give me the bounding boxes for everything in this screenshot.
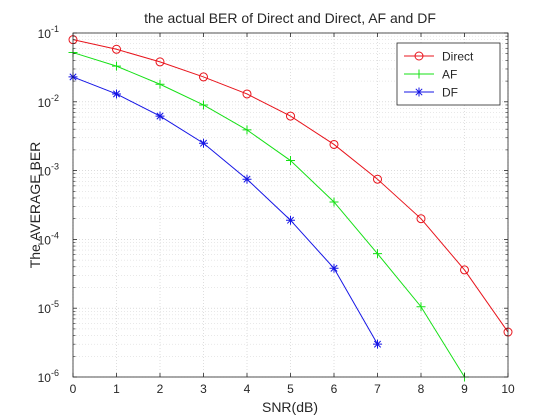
- chart-title: the actual BER of Direct and Direct, AF …: [144, 10, 436, 26]
- series-line: [72, 52, 465, 378]
- legend-item-df: DF: [404, 86, 458, 100]
- marker-circle: [373, 174, 382, 184]
- axis-ticks: [72, 32, 509, 378]
- x-tick-label: 9: [461, 382, 468, 396]
- legend-label: Direct: [442, 50, 474, 64]
- y-tick-label: 10-5: [38, 299, 59, 316]
- marker-asterisk: [414, 87, 424, 97]
- marker-plus: [155, 79, 165, 89]
- marker-asterisk: [286, 215, 295, 225]
- series-layer: [68, 35, 513, 382]
- grid-lines: [72, 32, 509, 378]
- marker-circle: [460, 265, 469, 275]
- marker-plus: [373, 249, 382, 259]
- marker-plus: [329, 197, 339, 207]
- x-tick-label: 2: [157, 382, 164, 396]
- x-tick-label: 5: [287, 382, 294, 396]
- marker-asterisk: [373, 339, 382, 349]
- y-tick-label: 10-4: [38, 230, 59, 247]
- series-line: [72, 76, 378, 345]
- y-tick-label: 10-3: [38, 162, 59, 179]
- series-line: [72, 39, 509, 333]
- marker-plus: [242, 125, 252, 135]
- marker-circle: [242, 89, 252, 99]
- legend-label: DF: [442, 86, 458, 100]
- marker-asterisk: [329, 263, 339, 273]
- x-tick-label: 10: [501, 382, 515, 396]
- legend: Direct AF DF: [396, 42, 501, 106]
- marker-circle: [416, 214, 426, 224]
- x-tick-labels: 0 1 2 3 4 5 6 7 8 9 10: [70, 382, 515, 396]
- legend-label: AF: [442, 68, 457, 82]
- marker-asterisk: [155, 111, 165, 121]
- legend-item-af: AF: [404, 68, 457, 82]
- y-tick-label: 10-1: [38, 24, 59, 41]
- marker-circle: [329, 139, 339, 149]
- y-tick-label: 10-2: [38, 93, 59, 110]
- x-tick-label: 3: [200, 382, 207, 396]
- x-axis-label: SNR(dB): [262, 399, 318, 415]
- marker-asterisk: [242, 174, 252, 184]
- marker-circle: [286, 111, 295, 121]
- marker-plus: [199, 100, 208, 110]
- x-tick-label: 1: [113, 382, 120, 396]
- marker-plus: [112, 61, 121, 71]
- marker-plus: [286, 156, 295, 166]
- x-tick-label: 8: [418, 382, 425, 396]
- x-tick-label: 7: [374, 382, 381, 396]
- marker-asterisk: [199, 138, 208, 148]
- marker-circle: [414, 51, 424, 61]
- y-tick-labels: 10-6 10-5 10-4 10-3 10-2 10-1: [38, 24, 59, 385]
- y-tick-label: 10-6: [38, 368, 59, 385]
- marker-circle: [112, 44, 121, 54]
- x-tick-label: 6: [331, 382, 338, 396]
- series-df: [68, 72, 382, 349]
- marker-circle: [199, 72, 208, 82]
- x-tick-label: 0: [70, 382, 77, 396]
- marker-plus: [416, 302, 426, 312]
- legend-item-direct: Direct: [404, 50, 474, 64]
- marker-plus: [414, 69, 424, 79]
- y-axis-label: The AVERAGE BER: [27, 142, 43, 269]
- marker-circle: [155, 57, 165, 67]
- x-tick-label: 4: [244, 382, 251, 396]
- marker-asterisk: [112, 89, 121, 99]
